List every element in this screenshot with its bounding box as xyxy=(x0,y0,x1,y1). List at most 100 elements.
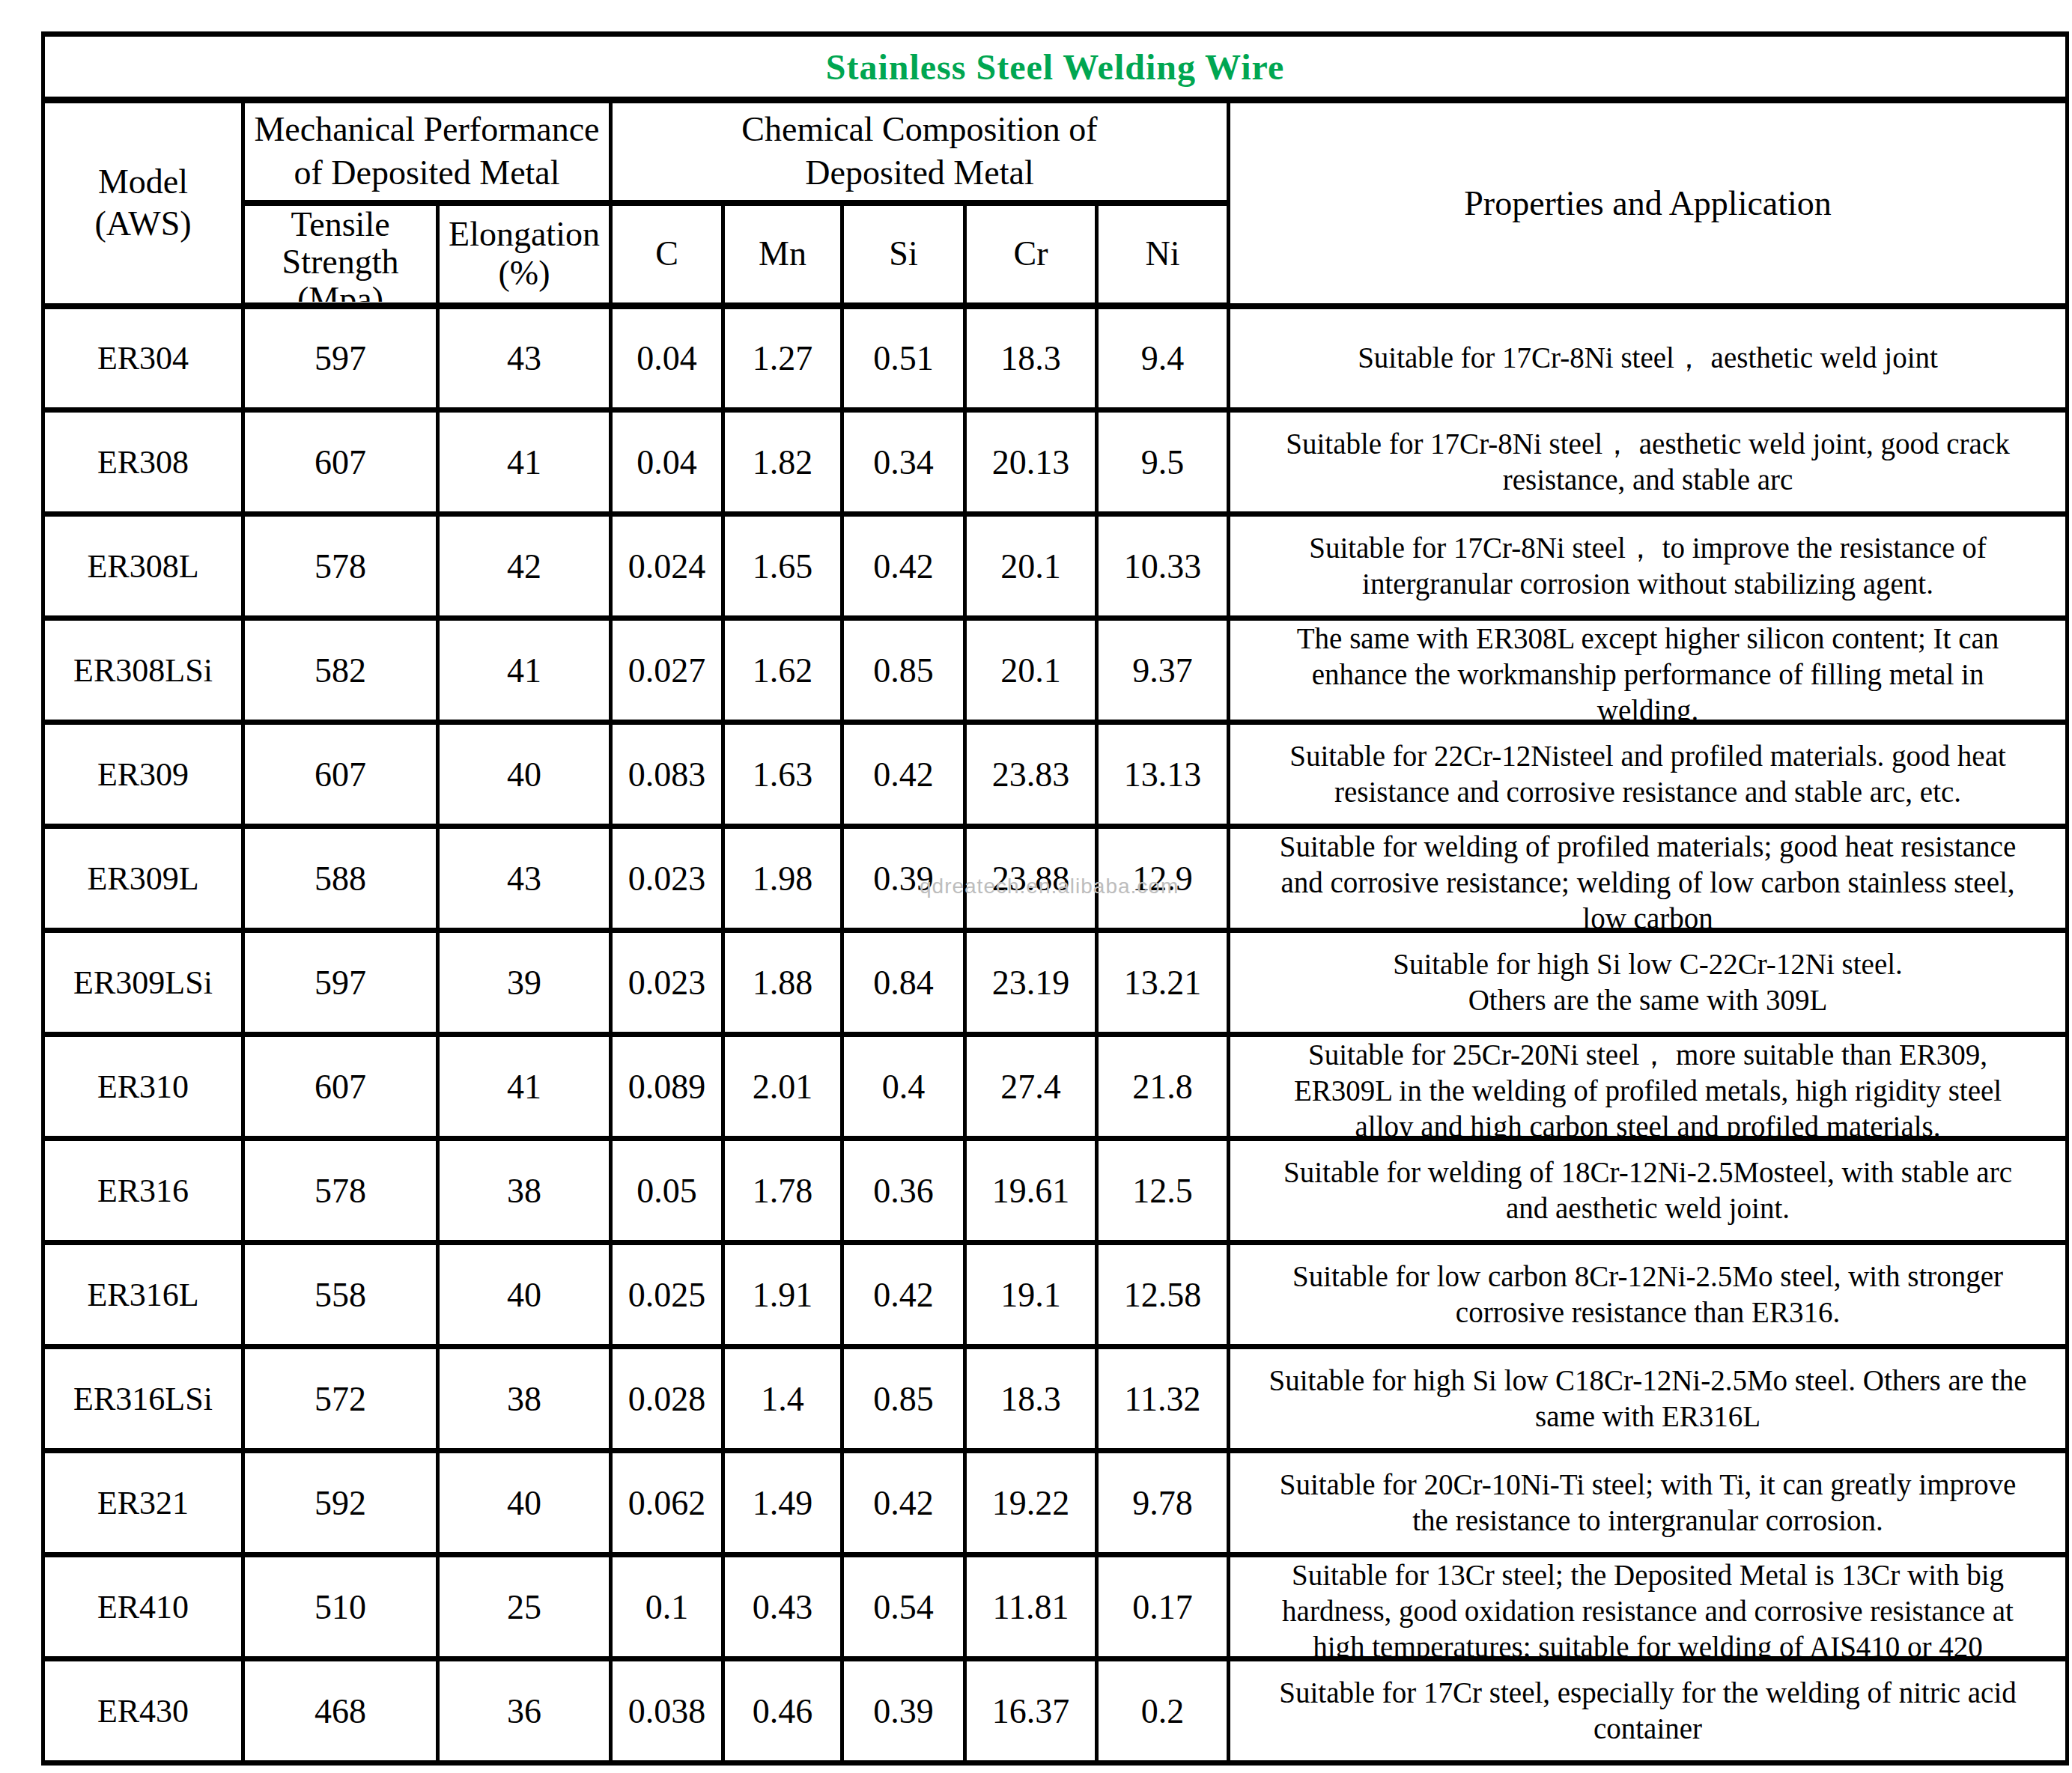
si-cell: 0.42 xyxy=(842,514,965,618)
c-cell: 0.027 xyxy=(611,618,723,723)
model-cell: ER410 xyxy=(43,1555,243,1659)
tensile-cell: 607 xyxy=(243,410,438,514)
elongation-cell: 40 xyxy=(438,1243,611,1347)
tensile-cell: 607 xyxy=(243,1035,438,1139)
col-header-elongation: Elongation (%) xyxy=(438,203,611,306)
elongation-cell: 40 xyxy=(438,1451,611,1555)
c-cell: 0.023 xyxy=(611,827,723,931)
si-cell: 0.84 xyxy=(842,931,965,1035)
model-cell: ER309 xyxy=(43,723,243,827)
table-row: ER309LSi 597 39 0.023 1.88 0.84 23.19 13… xyxy=(43,931,2068,1035)
si-cell: 0.4 xyxy=(842,1035,965,1139)
elongation-cell: 40 xyxy=(438,723,611,827)
model-cell: ER430 xyxy=(43,1659,243,1763)
col-header-mn: Mn xyxy=(723,203,842,306)
cr-cell: 19.61 xyxy=(965,1139,1097,1243)
col-header-model: Model (AWS) xyxy=(43,100,243,306)
ni-cell: 13.13 xyxy=(1097,723,1229,827)
mn-cell: 2.01 xyxy=(723,1035,842,1139)
properties-cell: Suitable for welding of 18Cr-12Ni-2.5Mos… xyxy=(1229,1139,2068,1243)
mn-cell: 0.46 xyxy=(723,1659,842,1763)
properties-text: Suitable for 17Cr-8Ni steel， aesthetic w… xyxy=(1230,426,2065,498)
tensile-cell: 578 xyxy=(243,1139,438,1243)
model-cell: ER309LSi xyxy=(43,931,243,1035)
col-header-c: C xyxy=(611,203,723,306)
mn-cell: 1.49 xyxy=(723,1451,842,1555)
mn-cell: 1.82 xyxy=(723,410,842,514)
properties-cell: Suitable for 17Cr-8Ni steel， aesthetic w… xyxy=(1229,410,2068,514)
ni-cell: 12.5 xyxy=(1097,1139,1229,1243)
table-row: ER430 468 36 0.038 0.46 0.39 16.37 0.2 S… xyxy=(43,1659,2068,1763)
elongation-cell: 41 xyxy=(438,410,611,514)
tensile-cell: 588 xyxy=(243,827,438,931)
ni-cell: 9.37 xyxy=(1097,618,1229,723)
mn-cell: 1.91 xyxy=(723,1243,842,1347)
mn-cell: 1.27 xyxy=(723,306,842,410)
si-cell: 0.42 xyxy=(842,1243,965,1347)
properties-cell: Suitable for 17Cr steel, especially for … xyxy=(1229,1659,2068,1763)
model-cell: ER316LSi xyxy=(43,1347,243,1451)
page-title: Stainless Steel Welding Wire xyxy=(43,34,2068,100)
si-cell: 0.85 xyxy=(842,1347,965,1451)
ni-cell: 0.17 xyxy=(1097,1555,1229,1659)
c-cell: 0.025 xyxy=(611,1243,723,1347)
c-cell: 0.04 xyxy=(611,410,723,514)
ni-cell: 12.58 xyxy=(1097,1243,1229,1347)
model-cell: ER308 xyxy=(43,410,243,514)
tensile-cell: 607 xyxy=(243,723,438,827)
table-row: ER309 607 40 0.083 1.63 0.42 23.83 13.13… xyxy=(43,723,2068,827)
properties-text: The same with ER308L except higher silic… xyxy=(1230,621,2065,720)
cr-cell: 27.4 xyxy=(965,1035,1097,1139)
properties-text: Suitable for 25Cr-20Ni steel， more suita… xyxy=(1230,1037,2065,1136)
ni-cell: 11.32 xyxy=(1097,1347,1229,1451)
col-header-chemical-group: Chemical Composition of Deposited Metal xyxy=(611,100,1229,203)
properties-text: Suitable for 20Cr-10Ni-Ti steel; with Ti… xyxy=(1230,1467,2065,1539)
properties-cell: Suitable for 17Cr-8Ni steel， aesthetic w… xyxy=(1229,306,2068,410)
tensile-cell: 510 xyxy=(243,1555,438,1659)
col-header-properties: Properties and Application xyxy=(1229,100,2068,306)
si-cell: 0.54 xyxy=(842,1555,965,1659)
tensile-cell: 558 xyxy=(243,1243,438,1347)
col-header-tensile: Tensile Strength (Mpa) xyxy=(243,203,438,306)
si-cell: 0.42 xyxy=(842,723,965,827)
cr-cell: 19.1 xyxy=(965,1243,1097,1347)
tensile-cell: 597 xyxy=(243,931,438,1035)
properties-text: Suitable for welding of 18Cr-12Ni-2.5Mos… xyxy=(1230,1155,2065,1226)
c-cell: 0.038 xyxy=(611,1659,723,1763)
table-row: ER308LSi 582 41 0.027 1.62 0.85 20.1 9.3… xyxy=(43,618,2068,723)
welding-wire-table: Stainless Steel Welding Wire Model (AWS)… xyxy=(41,31,2069,1766)
mn-cell: 1.98 xyxy=(723,827,842,931)
table-row: ER310 607 41 0.089 2.01 0.4 27.4 21.8 Su… xyxy=(43,1035,2068,1139)
header-row-groups: Model (AWS) Mechanical Performance of De… xyxy=(43,100,2068,203)
si-cell: 0.42 xyxy=(842,1451,965,1555)
properties-cell: Suitable for 25Cr-20Ni steel， more suita… xyxy=(1229,1035,2068,1139)
properties-text: Suitable for 17Cr-8Ni steel， aesthetic w… xyxy=(1230,340,2065,376)
elongation-cell: 41 xyxy=(438,1035,611,1139)
elongation-cell: 42 xyxy=(438,514,611,618)
ni-cell: 13.21 xyxy=(1097,931,1229,1035)
ni-cell: 9.4 xyxy=(1097,306,1229,410)
elongation-cell: 38 xyxy=(438,1139,611,1243)
properties-text: Suitable for high Si low C18Cr-12Ni-2.5M… xyxy=(1230,1363,2065,1435)
mn-cell: 1.78 xyxy=(723,1139,842,1243)
tensile-cell: 592 xyxy=(243,1451,438,1555)
cr-cell: 20.13 xyxy=(965,410,1097,514)
tensile-cell: 572 xyxy=(243,1347,438,1451)
cr-cell: 16.37 xyxy=(965,1659,1097,1763)
col-header-si: Si xyxy=(842,203,965,306)
cr-cell: 23.83 xyxy=(965,723,1097,827)
table-row: ER410 510 25 0.1 0.43 0.54 11.81 0.17 Su… xyxy=(43,1555,2068,1659)
model-cell: ER308L xyxy=(43,514,243,618)
table-row: ER308L 578 42 0.024 1.65 0.42 20.1 10.33… xyxy=(43,514,2068,618)
mn-cell: 1.65 xyxy=(723,514,842,618)
model-cell: ER308LSi xyxy=(43,618,243,723)
cr-cell: 19.22 xyxy=(965,1451,1097,1555)
c-cell: 0.1 xyxy=(611,1555,723,1659)
c-cell: 0.04 xyxy=(611,306,723,410)
elongation-cell: 25 xyxy=(438,1555,611,1659)
table-row: ER316L 558 40 0.025 1.91 0.42 19.1 12.58… xyxy=(43,1243,2068,1347)
mn-cell: 1.62 xyxy=(723,618,842,723)
si-cell: 0.39 xyxy=(842,1659,965,1763)
table-row: ER316 578 38 0.05 1.78 0.36 19.61 12.5 S… xyxy=(43,1139,2068,1243)
model-cell: ER316 xyxy=(43,1139,243,1243)
